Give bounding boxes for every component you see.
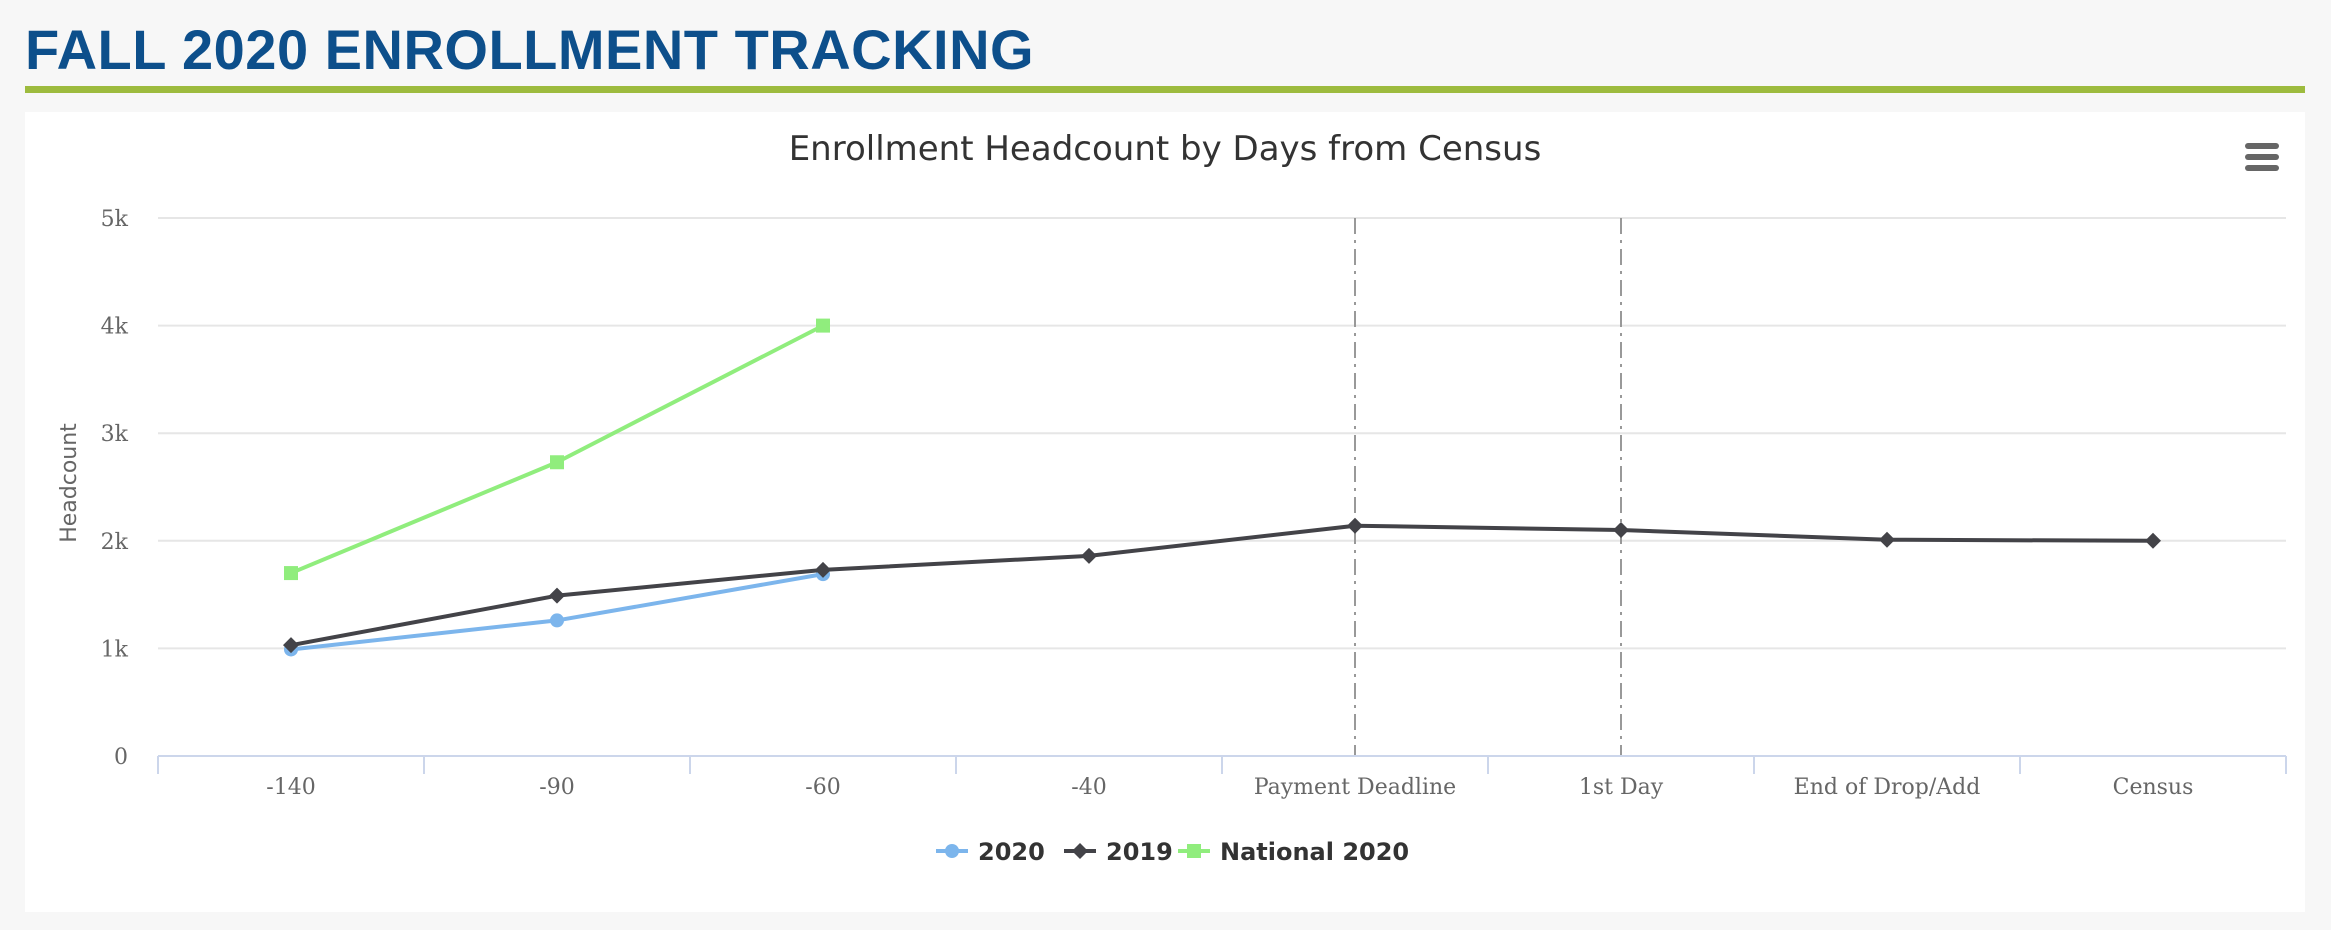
y-axis-title: Headcount [57,423,82,543]
y-axis: 0 1k 2k 3k 4k 5k [101,207,129,770]
x-tick-label: 1st Day [1579,775,1664,800]
legend-label: National 2020 [1220,838,1409,866]
legend-marker [1072,843,1088,859]
legend-item-national-2020[interactable]: National 2020 [1178,838,1409,866]
x-tick-label: Payment Deadline [1254,775,1456,800]
plot-lines [1354,218,1622,756]
data-point-national-2020 [816,318,830,333]
x-tick-label: -40 [1071,775,1106,800]
data-point-2019 [1613,522,1629,539]
gridlines [158,217,2286,650]
series-line-2020 [289,572,825,652]
x-tick-label: -140 [266,775,315,800]
y-tick-label: 1k [101,637,129,662]
series-2020 [284,567,830,657]
x-tick-label: Census [2113,775,2194,800]
legend-label: 2019 [1106,838,1173,866]
y-tick-label: 0 [114,745,128,770]
y-tick-label: 3k [101,422,129,447]
chart-title: Enrollment Headcount by Days from Census [789,129,1542,169]
y-tick-label: 4k [101,315,129,340]
series [283,318,2161,657]
data-point-national-2020 [550,455,564,470]
series-line-2019 [289,523,2155,648]
data-point-2019 [1879,531,1895,548]
y-tick-label: 5k [101,207,129,232]
page-title: FALL 2020 ENROLLMENT TRACKING [25,18,1035,81]
y-tick-label: 2k [101,530,129,555]
legend-item-2019[interactable]: 2019 [1064,838,1173,866]
chart-card [25,112,2305,912]
legend: 2020 2019 National 2020 [936,838,1409,866]
series-line-national-2020 [289,323,825,576]
x-tick-label: -90 [539,775,574,800]
data-point-2020 [550,613,564,628]
series-national-2020 [284,318,830,581]
series-2019 [283,517,2161,654]
data-point-2019 [815,561,831,578]
data-point-national-2020 [284,566,298,581]
x-tick-label: -60 [805,775,840,800]
legend-item-2020[interactable]: 2020 [936,838,1045,866]
hamburger-menu-icon [2245,143,2279,171]
x-tick-label: End of Drop/Add [1794,775,1981,800]
chart-menu-button[interactable] [2242,140,2282,174]
data-point-2019 [549,587,565,604]
data-point-2019 [283,637,299,654]
legend-marker [945,844,959,858]
x-axis: -140 -90 -60 -40 Payment Deadline 1st Day End … [157,755,2287,800]
legend-label: 2020 [978,838,1045,866]
data-point-2019 [1347,517,1363,534]
data-point-2019 [2145,532,2161,549]
legend-marker [1187,844,1201,858]
title-divider [25,86,2305,93]
data-point-2019 [1081,547,1097,564]
